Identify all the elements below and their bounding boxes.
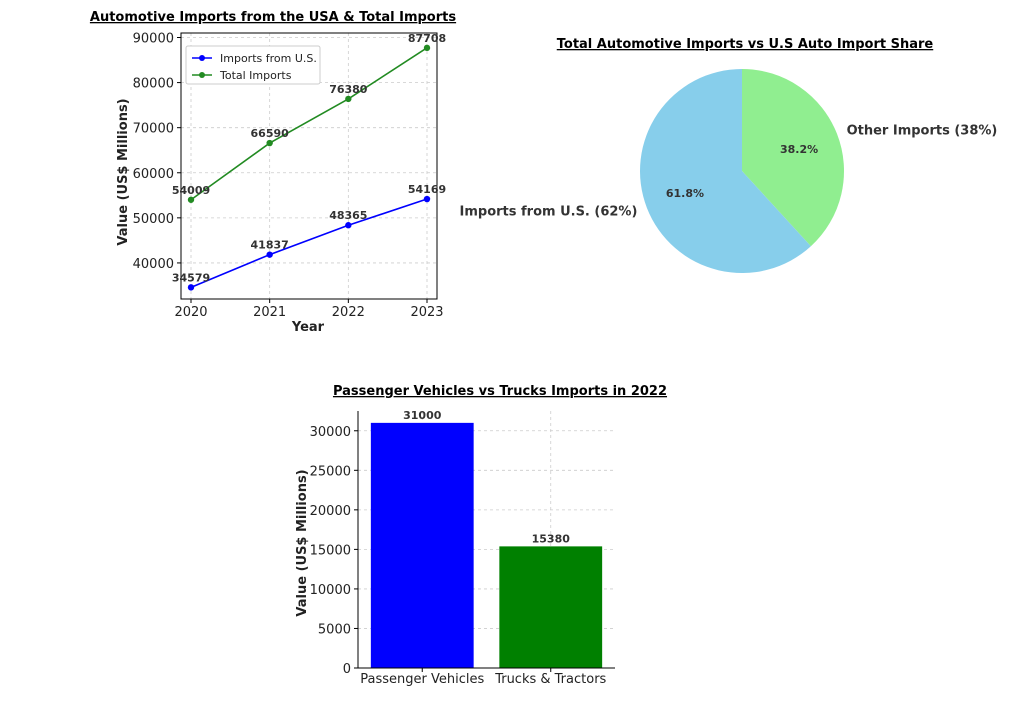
line-data-label: 76380 — [329, 83, 368, 96]
bar-chart-y-tick-label: 25000 — [310, 464, 351, 479]
line-data-point — [345, 95, 352, 103]
line-chart-y-tick-label: 90000 — [133, 32, 174, 47]
bar-chart-x-tick-label: Passenger Vehicles — [360, 672, 484, 687]
line-chart-y-tick-label: 40000 — [133, 257, 174, 272]
line-chart-x-tick-label: 2022 — [332, 305, 365, 320]
line-chart-x-tick-label: 2021 — [253, 305, 286, 320]
line-series-path — [190, 47, 428, 201]
bar-chart-y-axis-label: Value (US$ Millions) — [295, 469, 310, 616]
line-chart-y-ticks: 40000 50000 60000 70000 80000 90000 — [133, 32, 181, 272]
bar-chart-y-tick-label: 10000 — [310, 583, 351, 598]
line-data-label: 48365 — [329, 209, 367, 222]
bar-chart-x-ticks: Passenger Vehicles Trucks & Tractors — [360, 668, 607, 687]
pie-slice-percent-label: 61.8% — [666, 187, 704, 200]
line-data-label: 87708 — [408, 32, 446, 45]
bar-chart-y-tick-label: 30000 — [310, 425, 351, 440]
line-chart-title: Automotive Imports from the USA & Total … — [90, 10, 456, 25]
pie-slice — [742, 69, 844, 247]
bar-chart-y-ticks: 0 5000 10000 15000 20000 25000 30000 — [310, 425, 358, 677]
bar-chart-y-tick-label: 15000 — [310, 543, 351, 558]
bar-chart-y-tick-label: 0 — [343, 662, 351, 677]
line-chart-y-tick-label: 70000 — [133, 122, 174, 137]
bar-chart-bars: 31000 15380 — [370, 409, 603, 668]
line-chart-x-tick-label: 2020 — [174, 305, 207, 320]
line-chart-plot-frame — [180, 32, 438, 300]
line-chart-y-axis-label: Value (US$ Millions) — [116, 98, 131, 245]
bar-chart-y-tick-label: 5000 — [318, 622, 351, 637]
pie-chart: Total Automotive Imports vs U.S Auto Imp… — [460, 37, 998, 273]
line-data-label: 54009 — [172, 184, 210, 197]
bar-chart: Passenger Vehicles vs Trucks Imports in … — [295, 384, 667, 687]
line-series-path — [190, 198, 428, 289]
line-data-label: 54169 — [408, 183, 446, 196]
line-chart-y-tick-label: 80000 — [133, 77, 174, 92]
line-data-point — [187, 196, 195, 203]
line-chart-x-axis-label: Year — [291, 320, 325, 335]
pie-slice — [640, 69, 811, 273]
line-chart-legend: Imports from U.S. Total Imports — [185, 45, 321, 85]
pie-chart-slices — [640, 69, 844, 273]
bar-value-label: 31000 — [403, 409, 442, 422]
legend-entry-label: Total Imports — [219, 69, 292, 82]
line-chart-y-tick-label: 50000 — [133, 212, 174, 227]
pie-chart-labels: 38.2% Other Imports (38%) 61.8% Imports fro… — [460, 123, 998, 219]
legend-marker — [199, 72, 205, 78]
line-data-label: 66590 — [251, 127, 290, 140]
bar-chart-x-tick-label: Trucks & Tractors — [494, 672, 606, 687]
line-chart-axes — [180, 32, 438, 300]
line-data-point — [345, 222, 352, 229]
bar — [499, 546, 603, 668]
bar-chart-title: Passenger Vehicles vs Trucks Imports in … — [333, 384, 667, 399]
legend-entry-label: Imports from U.S. — [220, 52, 317, 65]
line-chart: Automotive Imports from the USA & Total … — [90, 10, 456, 335]
line-data-label: 34579 — [172, 271, 210, 284]
line-data-point — [423, 44, 431, 52]
bar-chart-axes — [357, 411, 615, 669]
line-data-label: 41837 — [251, 239, 289, 252]
pie-chart-title: Total Automotive Imports vs U.S Auto Imp… — [557, 37, 934, 52]
line-legend-box — [185, 45, 321, 85]
bar — [370, 422, 474, 668]
pie-slice-percent-label: 38.2% — [780, 143, 818, 156]
bar-value-label: 15380 — [532, 532, 571, 545]
legend-marker — [199, 55, 205, 61]
line-data-point — [266, 251, 273, 258]
line-data-point — [423, 195, 431, 203]
line-chart-x-ticks: 2020 2021 2022 2023 — [174, 299, 444, 320]
pie-slice-category-label: Other Imports (38%) — [847, 123, 998, 138]
pie-slice-category-label: Imports from U.S. (62%) — [460, 205, 638, 220]
line-chart-y-tick-label: 60000 — [133, 167, 174, 182]
line-chart-series: 34579 41837 48365 54169 54009 66590 76380 87708 — [172, 32, 446, 291]
line-data-point — [187, 284, 195, 291]
bar-chart-y-tick-label: 20000 — [310, 504, 351, 519]
line-data-point — [266, 139, 273, 147]
line-chart-x-tick-label: 2023 — [410, 305, 443, 320]
